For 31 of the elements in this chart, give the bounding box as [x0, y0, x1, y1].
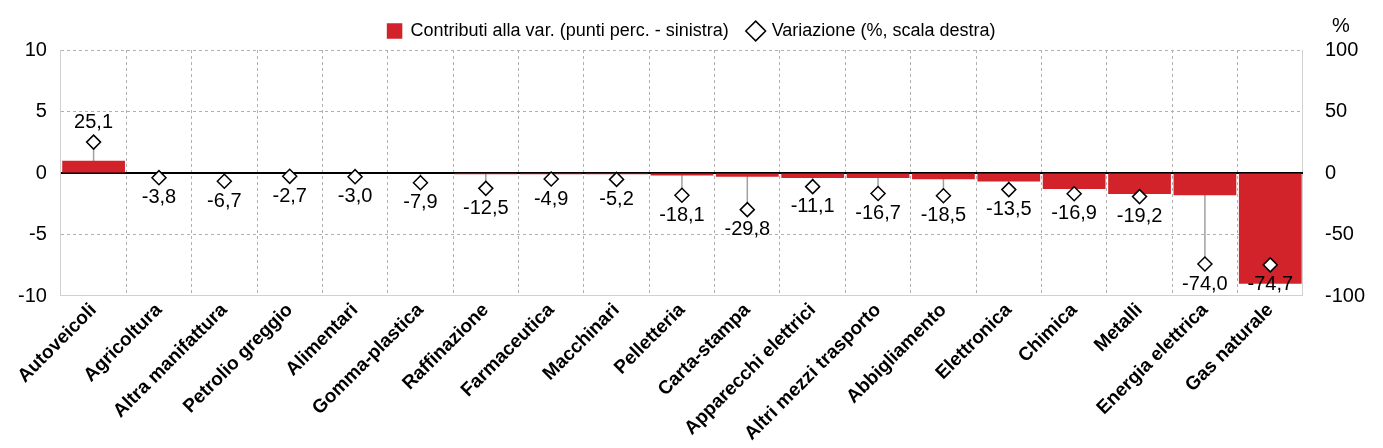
y2-tick-label: 0 [1324, 160, 1337, 183]
data-label: -4,9 [533, 186, 569, 209]
data-label: 25,1 [74, 109, 114, 132]
data-label: -16,9 [1051, 201, 1097, 224]
legend-label: Variazione (%, scala destra) [771, 19, 996, 40]
y-tick-label: 0 [35, 160, 47, 183]
data-label: -11,1 [790, 194, 835, 217]
data-label: -12,5 [463, 195, 509, 218]
y2-tick-label: -50 [1324, 222, 1354, 245]
data-label: -74,0 [1182, 271, 1228, 294]
data-label: -13,5 [986, 197, 1032, 220]
data-label: -5,2 [599, 186, 634, 209]
y-tick-label: 5 [35, 99, 47, 122]
legend-label: Contributi alla var. (punti perc. - sinistra) [410, 19, 729, 40]
y-tick-label: -5 [29, 222, 47, 245]
data-label: -7,9 [403, 190, 438, 213]
data-label: -6,7 [207, 188, 242, 211]
y2-axis-title: % [1332, 13, 1351, 36]
y-tick-label: 10 [24, 37, 47, 60]
data-label: -29,8 [724, 217, 771, 240]
data-label: -3,8 [141, 185, 177, 208]
y-tick-label: -10 [18, 283, 47, 306]
data-label: -18,5 [920, 203, 967, 226]
y2-tick-label: 100 [1324, 37, 1359, 60]
data-label: -3,0 [337, 184, 373, 207]
data-label: -18,1 [659, 202, 705, 225]
data-label: -19,2 [1116, 204, 1163, 227]
data-label: -16,7 [855, 201, 901, 224]
data-label: -2,7 [272, 183, 307, 206]
y2-tick-label: -100 [1324, 283, 1365, 306]
y2-tick-label: 50 [1324, 99, 1348, 122]
